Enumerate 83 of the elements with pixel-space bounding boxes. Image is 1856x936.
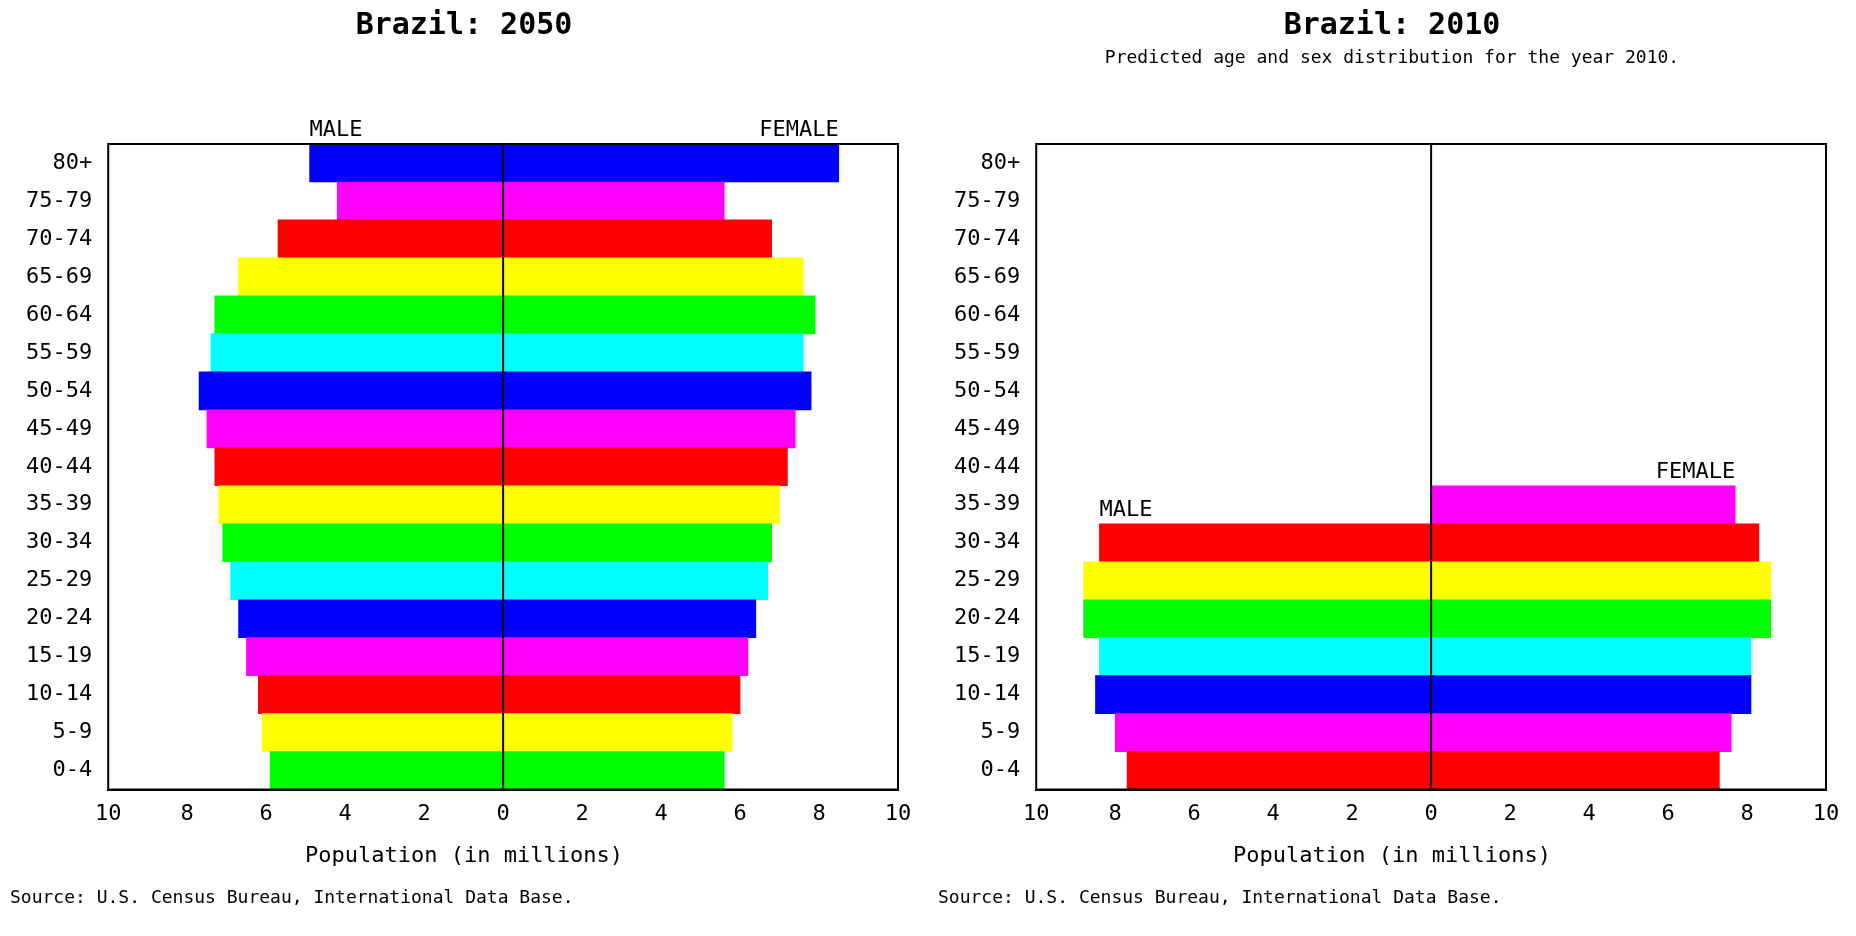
x-tick-label: 8 (1740, 799, 1754, 825)
y-tick-label: 50-54 (953, 376, 1021, 402)
y-tick-label: 35-39 (25, 490, 93, 516)
y-tick-label: 45-49 (25, 414, 93, 440)
y-tick-label: 75-79 (953, 186, 1021, 212)
y-tick-label: 60-64 (953, 300, 1021, 326)
x-tick-label: 4 (1266, 799, 1280, 825)
bar (1430, 713, 1732, 752)
chart-title: Brazil: 2050 (355, 6, 573, 41)
bar (1430, 637, 1752, 676)
series-label: MALE (309, 116, 363, 141)
x-tick-label: 6 (733, 799, 747, 825)
y-tick-label: 70-74 (953, 224, 1021, 250)
y-tick-label: 25-29 (953, 566, 1021, 592)
x-tick-label: 4 (338, 799, 352, 825)
bar (1099, 523, 1432, 563)
bar (1430, 675, 1752, 714)
y-tick-label: 50-54 (25, 376, 93, 402)
x-tick-label: 2 (1345, 799, 1359, 825)
bar (1430, 485, 1736, 525)
y-tick-label: 70-74 (25, 224, 93, 250)
bar (1095, 675, 1432, 714)
x-tick-label: 2 (1503, 799, 1517, 825)
source-note: Source: U.S. Census Bureau, International Data Base. (938, 886, 1502, 907)
x-tick-label: 2 (417, 799, 431, 825)
y-tick-label: 80+ (980, 148, 1021, 174)
bar (230, 561, 504, 601)
x-tick-label: 10 (94, 799, 122, 825)
x-axis-title: Population (in millions) (1233, 842, 1551, 867)
x-tick-label: 10 (884, 799, 912, 825)
x-tick-label: 8 (180, 799, 194, 825)
y-tick-label: 0-4 (980, 756, 1021, 782)
y-tick-label: 10-14 (953, 680, 1021, 706)
x-tick-label: 4 (654, 799, 668, 825)
x-tick-label: 6 (259, 799, 273, 825)
series-label: FEMALE (1655, 457, 1736, 483)
y-tick-label: 55-59 (953, 338, 1021, 364)
y-tick-label: 65-69 (953, 262, 1021, 288)
series-label: MALE (1099, 495, 1153, 521)
y-tick-label: 5-9 (980, 718, 1021, 744)
chart-title: Brazil: 2010 (1283, 6, 1501, 41)
bar (502, 333, 804, 373)
x-tick-label: 4 (1582, 799, 1596, 825)
y-tick-label: 20-24 (25, 604, 93, 630)
y-tick-label: 45-49 (953, 414, 1021, 440)
y-tick-label: 40-44 (953, 452, 1021, 478)
x-tick-label: 2 (575, 799, 589, 825)
series-label: FEMALE (759, 116, 839, 141)
y-tick-label: 20-24 (953, 604, 1021, 630)
y-tick-label: 65-69 (25, 262, 93, 288)
y-tick-label: 60-64 (25, 300, 93, 326)
y-tick-label: 75-79 (25, 186, 93, 212)
y-tick-label: 10-14 (25, 680, 93, 706)
y-tick-label: 25-29 (25, 566, 93, 592)
x-tick-label: 10 (1022, 799, 1050, 825)
bar (1083, 561, 1432, 601)
bar (502, 561, 769, 601)
bar (1083, 599, 1432, 639)
x-tick-label: 8 (1108, 799, 1122, 825)
y-tick-label: 5-9 (52, 718, 93, 744)
x-tick-label: 10 (1812, 799, 1840, 825)
y-tick-label: 15-19 (953, 642, 1021, 668)
x-tick-label: 6 (1661, 799, 1675, 825)
y-tick-label: 0-4 (52, 756, 93, 782)
y-tick-label: 80+ (52, 148, 93, 174)
y-tick-label: 40-44 (25, 452, 93, 478)
y-tick-label: 35-39 (953, 490, 1021, 516)
y-tick-label: 30-34 (25, 528, 93, 554)
y-tick-label: 55-59 (25, 338, 93, 364)
x-tick-label: 0 (496, 799, 510, 825)
bar (210, 333, 504, 373)
source-note: Source: U.S. Census Bureau, International Data Base. (10, 886, 574, 907)
y-tick-label: 30-34 (953, 528, 1021, 554)
x-axis-title: Population (in millions) (305, 842, 623, 867)
x-tick-label: 8 (812, 799, 826, 825)
x-tick-label: 6 (1187, 799, 1201, 825)
bar (1099, 637, 1432, 676)
chart-subtitle: Predicted age and sex distribution for the year 2010. (1104, 46, 1680, 67)
bar (1126, 751, 1432, 790)
bar (1430, 561, 1772, 601)
x-tick-label: 0 (1424, 799, 1438, 825)
bar (1430, 599, 1772, 639)
y-tick-label: 15-19 (25, 642, 93, 668)
